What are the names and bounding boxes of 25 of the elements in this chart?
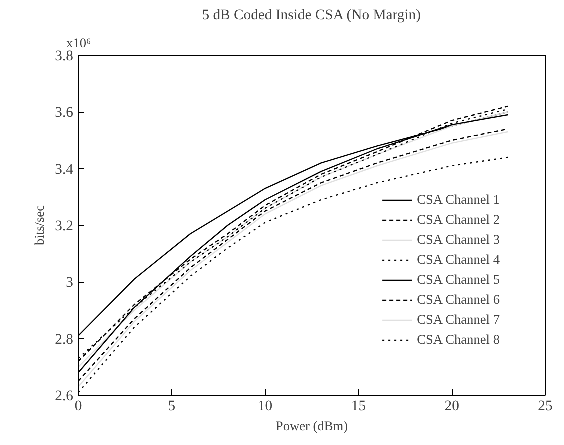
legend-label: CSA Channel 2 bbox=[417, 212, 500, 228]
x-tick-label: 0 bbox=[74, 398, 82, 414]
y-tick-label: 3.8 bbox=[55, 48, 74, 64]
x-axis-title: Power (dBm) bbox=[276, 418, 348, 434]
chart-title: 5 dB Coded Inside CSA (No Margin) bbox=[202, 8, 422, 24]
legend-label: CSA Channel 5 bbox=[417, 272, 500, 288]
y-tick-label: 3.4 bbox=[55, 162, 74, 178]
y-tick-label: 3.2 bbox=[55, 218, 74, 234]
x-tick-label: 15 bbox=[351, 398, 366, 414]
text: x10⁶ bbox=[66, 36, 92, 50]
legend-label: CSA Channel 4 bbox=[417, 252, 500, 268]
y-tick-label: 3 bbox=[66, 275, 74, 292]
y-tick-label: 3.6 bbox=[55, 105, 74, 122]
x-tick-label: 5 bbox=[168, 398, 176, 414]
x-tick-label: 20 bbox=[444, 398, 460, 414]
legend-label: CSA Channel 6 bbox=[417, 292, 500, 308]
legend-label: CSA Channel 7 bbox=[417, 312, 500, 328]
y-tick-label: 2.8 bbox=[55, 332, 74, 348]
x-tick-label: 10 bbox=[258, 398, 273, 414]
x-tick-label: 25 bbox=[538, 398, 553, 414]
y-axis-title: bits/sec bbox=[32, 205, 48, 246]
y-tick-label: 2.6 bbox=[55, 388, 74, 404]
legend-label: CSA Channel 1 bbox=[417, 192, 500, 208]
legend-label: CSA Channel 8 bbox=[417, 332, 500, 348]
legend-label: CSA Channel 3 bbox=[417, 232, 500, 248]
